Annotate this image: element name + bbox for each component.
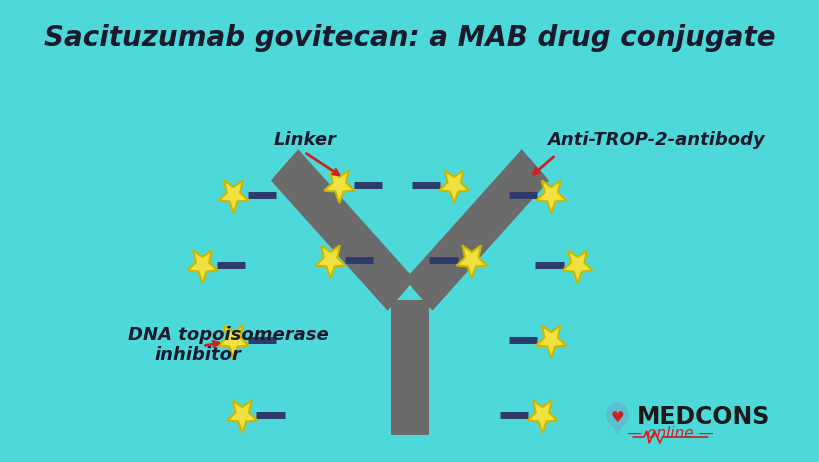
Polygon shape — [438, 170, 468, 203]
Polygon shape — [218, 181, 248, 213]
Polygon shape — [227, 401, 257, 433]
Text: inhibitor: inhibitor — [154, 346, 241, 364]
Circle shape — [606, 403, 627, 427]
Polygon shape — [315, 245, 346, 278]
Polygon shape — [188, 250, 217, 283]
Polygon shape — [456, 245, 486, 278]
Polygon shape — [536, 181, 566, 213]
Polygon shape — [218, 325, 248, 358]
Polygon shape — [527, 401, 557, 433]
Text: ♥: ♥ — [610, 409, 623, 425]
Polygon shape — [271, 149, 414, 310]
Text: Sacituzumab govitecan: a MAB drug conjugate: Sacituzumab govitecan: a MAB drug conjug… — [44, 24, 775, 52]
Polygon shape — [609, 421, 624, 435]
Text: Anti-TROP-2-antibody: Anti-TROP-2-antibody — [546, 131, 763, 149]
Polygon shape — [405, 149, 548, 310]
Text: Linker: Linker — [273, 131, 336, 149]
Polygon shape — [273, 158, 406, 309]
Text: MEDCONS: MEDCONS — [636, 405, 769, 429]
Text: — online —: — online — — [627, 426, 713, 440]
Polygon shape — [562, 250, 592, 283]
Polygon shape — [324, 170, 354, 203]
Polygon shape — [536, 325, 566, 358]
Polygon shape — [390, 300, 429, 435]
Text: DNA topoisomerase: DNA topoisomerase — [128, 326, 328, 344]
Polygon shape — [413, 158, 546, 309]
